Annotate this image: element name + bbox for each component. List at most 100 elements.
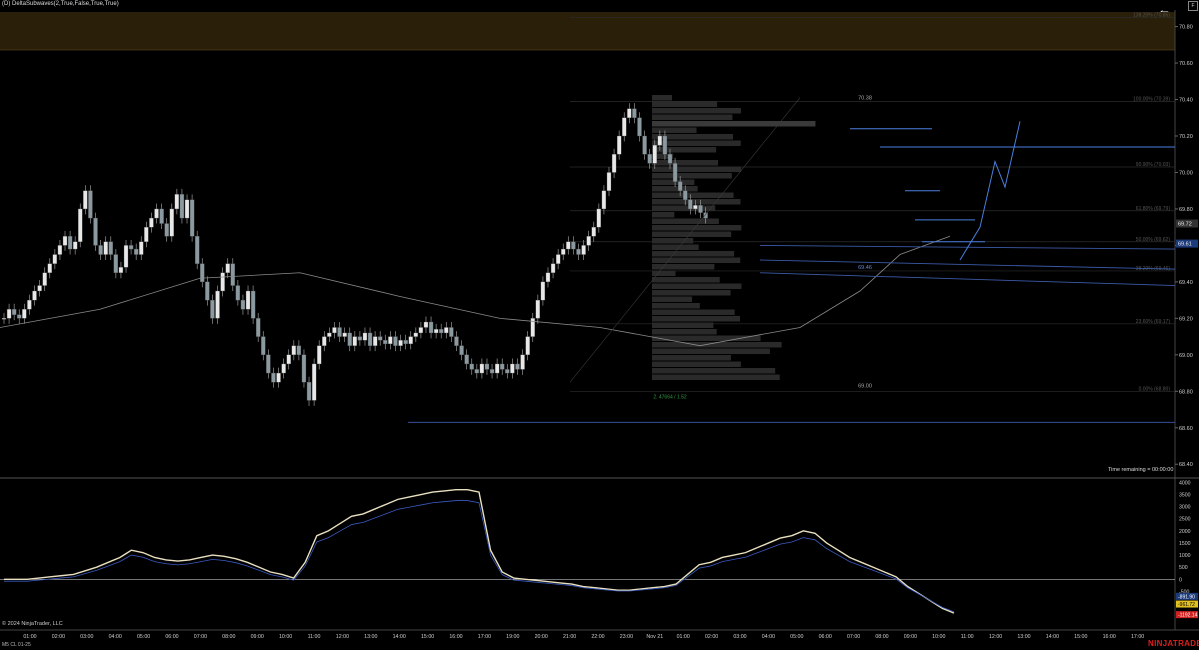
corner-button[interactable]: F <box>1188 1 1198 11</box>
volume-profile-bar <box>652 290 731 296</box>
candle-body <box>439 329 444 334</box>
time-tick-label: 13:00 <box>364 634 377 640</box>
candle-body <box>184 199 190 219</box>
time-tick-label: 04:00 <box>762 634 775 640</box>
candle-body <box>311 363 317 401</box>
candle-body <box>367 332 373 346</box>
candle-body <box>433 329 439 334</box>
candle-body <box>469 363 474 370</box>
candle-body <box>413 332 418 337</box>
volume-profile-bar <box>652 108 741 114</box>
candle-body <box>362 332 368 341</box>
time-tick-label: 03:00 <box>80 634 93 640</box>
candle-body <box>591 227 596 237</box>
volume-profile-bar <box>652 179 695 185</box>
candle-body <box>662 135 668 155</box>
candle-body <box>301 354 307 383</box>
fib-level-label: 23.60% (69.17) <box>1136 319 1171 325</box>
candle-body <box>408 336 413 345</box>
marker-price-box <box>1176 239 1198 248</box>
time-tick-label: 02:00 <box>705 634 718 640</box>
volume-profile-bar <box>652 283 742 289</box>
volume-profile-bar <box>652 95 672 101</box>
volume-profile-bar <box>652 264 715 270</box>
candle-body <box>266 354 271 374</box>
candle-body <box>200 263 205 283</box>
fib-level-label: 61.80% (69.79) <box>1136 206 1171 212</box>
candle-body <box>306 382 312 401</box>
time-tick-label: Nov 21 <box>646 634 663 640</box>
volume-profile-bar <box>652 218 719 224</box>
series-label: M5 CL 01-25 <box>2 642 31 648</box>
candle-body <box>78 208 83 242</box>
volume-profile-bar <box>652 342 782 348</box>
candle-body <box>108 241 113 255</box>
volume-profile-bar <box>652 127 697 133</box>
candle-body <box>530 318 535 337</box>
candle-body <box>489 369 495 374</box>
candle-body <box>179 194 185 219</box>
time-tick-label: 05:00 <box>137 634 150 640</box>
candle-body <box>189 199 195 237</box>
time-tick-label: 14:00 <box>1046 634 1059 640</box>
candle-body <box>500 363 505 370</box>
candle-body <box>383 340 388 345</box>
candle-body <box>256 318 261 337</box>
candle-body <box>322 336 327 346</box>
candle-body <box>388 336 393 345</box>
time-tick-label: 07:00 <box>194 634 207 640</box>
delta-tick-label: 2000 <box>1179 529 1191 535</box>
brand-logo: NINJATRADER <box>1148 639 1199 648</box>
candle-body <box>510 363 515 374</box>
candle-body <box>403 340 408 345</box>
price-tick-label: 69.00 <box>1179 353 1193 359</box>
candle-body <box>484 363 490 370</box>
price-tick-label: 70.40 <box>1179 98 1193 104</box>
candle-body <box>118 267 124 273</box>
volume-profile-bar <box>652 303 700 309</box>
volume-profile-bar <box>652 238 694 244</box>
ab-ratio-label: 2. 47664 / 1.52 <box>653 395 687 401</box>
price-tick-label: 70.20 <box>1179 134 1193 140</box>
projection-path <box>959 121 1021 261</box>
candle-body <box>37 285 42 292</box>
time-tick-label: 11:00 <box>308 634 321 640</box>
candle-body <box>611 154 617 173</box>
candle-body <box>428 321 434 334</box>
volume-profile-bar <box>652 147 717 153</box>
volume-profile-bar <box>652 173 732 179</box>
marker-price-label: 69.61 <box>1178 242 1192 248</box>
volume-profile-bar <box>652 114 733 120</box>
candle-body <box>561 248 566 255</box>
time-tick-label: 11:00 <box>961 634 974 640</box>
volume-profile-bar <box>652 231 732 237</box>
candle-body <box>372 336 378 346</box>
volume-profile-bar <box>652 335 761 341</box>
candle-body <box>632 108 637 118</box>
candle-body <box>525 336 530 355</box>
candle-body <box>52 254 57 264</box>
candle-body <box>169 208 174 237</box>
candle-body <box>418 327 424 334</box>
candle-body <box>540 281 546 301</box>
candle-body <box>566 241 571 250</box>
candle-body <box>693 205 698 210</box>
volume-profile-bar <box>652 101 718 107</box>
time-tick-label: 09:00 <box>904 634 917 640</box>
mid-price-label: 69.46 <box>858 265 872 271</box>
candle-body <box>586 236 591 246</box>
time-tick-label: 03:00 <box>733 634 746 640</box>
candle-body <box>703 212 708 219</box>
candle-body <box>596 208 601 228</box>
time-tick-label: 06:00 <box>165 634 178 640</box>
price-tick-label: 70.60 <box>1179 61 1193 67</box>
delta-value-label: -961.72 <box>1178 602 1195 608</box>
candle-body <box>32 290 37 301</box>
candle-body <box>93 217 98 246</box>
volume-profile-bar <box>652 348 770 354</box>
candle-body <box>164 223 169 237</box>
candle-body <box>698 205 703 213</box>
candle-body <box>62 236 68 246</box>
candle-body <box>423 321 429 328</box>
